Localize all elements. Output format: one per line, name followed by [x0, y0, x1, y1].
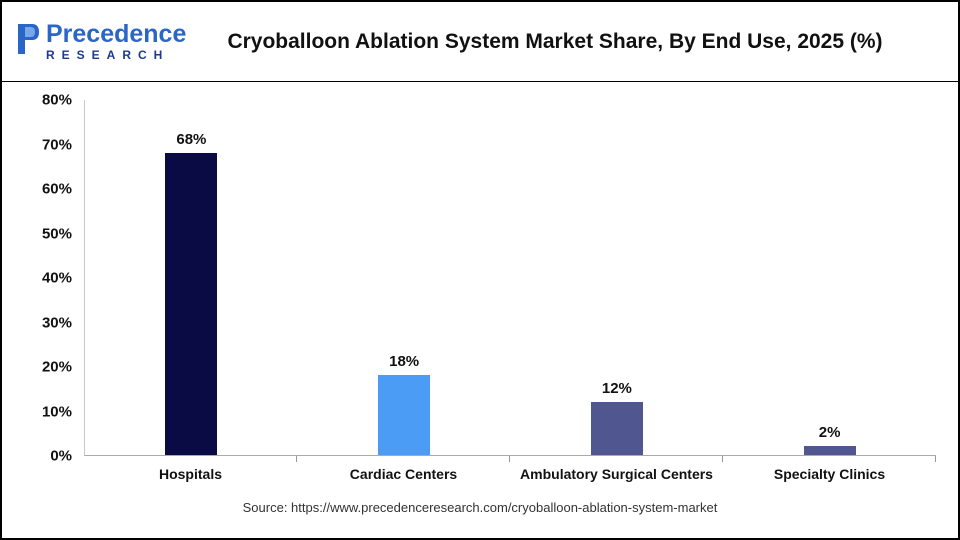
bar-value-label: 12%	[601, 379, 632, 397]
bar-value-label: 18%	[389, 353, 420, 371]
precedence-logo-icon	[16, 23, 40, 60]
bar-group-cardiac-centers: 18%	[298, 100, 511, 455]
plot-area: 68% 18% 12% 2%	[84, 100, 936, 456]
header: Precedence RESEARCH Cryoballoon Ablation…	[2, 2, 958, 82]
y-axis-tick-label: 10%	[41, 403, 72, 420]
x-axis-label-cardiac-centers: Cardiac Centers	[297, 456, 510, 482]
bar-group-hospitals: 68%	[85, 100, 298, 455]
y-axis-tick-label: 40%	[41, 269, 72, 287]
y-axis-tick-label: 80%	[41, 91, 72, 109]
y-axis-tick-label: 50%	[41, 225, 72, 242]
plot-column: 68% 18% 12% 2% Hospitals Cardiac Centers Ambu…	[84, 100, 936, 482]
x-axis-label-specialty-clinics: Specialty Clinics	[723, 456, 936, 482]
y-axis-tick-label: 20%	[41, 358, 72, 376]
bar-value-label: 2%	[818, 424, 841, 442]
logo-text: Precedence RESEARCH	[46, 21, 186, 62]
bar-chart: 0% 10% 20% 30% 40% 50% 60% 70% 80% 68% 18% 12% 2% H…	[2, 82, 958, 482]
y-axis-tick-label: 70%	[41, 136, 72, 153]
precedence-research-logo: Precedence RESEARCH	[16, 21, 206, 62]
x-axis-label-ambulatory-surgical-centers: Ambulatory Surgical Centers	[510, 456, 723, 482]
y-axis-tick-label: 60%	[41, 180, 72, 198]
title-wrap: Cryoballoon Ablation System Market Share…	[206, 30, 944, 54]
source-text: Source: https://www.precedenceresearch.c…	[242, 500, 718, 515]
bar-ambulatory-surgical-centers	[590, 401, 643, 455]
bar-cardiac-centers	[378, 375, 431, 455]
y-axis: 0% 10% 20% 30% 40% 50% 60% 70% 80%	[10, 92, 84, 465]
x-axis-labels: Hospitals Cardiac Centers Ambulatory Surgi…	[84, 456, 936, 482]
bar-hospitals	[165, 153, 218, 455]
bar-group-ambulatory-surgical-centers: 12%	[511, 100, 724, 455]
logo-line2: RESEARCH	[46, 48, 170, 63]
x-axis-label-hospitals: Hospitals	[84, 456, 297, 482]
logo-line1: Precedence	[46, 20, 187, 49]
bar-group-specialty-clinics: 2%	[723, 100, 936, 455]
bar-value-label: 68%	[176, 131, 207, 149]
y-axis-tick-label: 30%	[41, 314, 72, 331]
y-axis-tick-label: 0%	[50, 447, 72, 465]
page-title: Cryoballoon Ablation System Market Share…	[227, 29, 883, 53]
bar-specialty-clinics	[803, 446, 856, 455]
